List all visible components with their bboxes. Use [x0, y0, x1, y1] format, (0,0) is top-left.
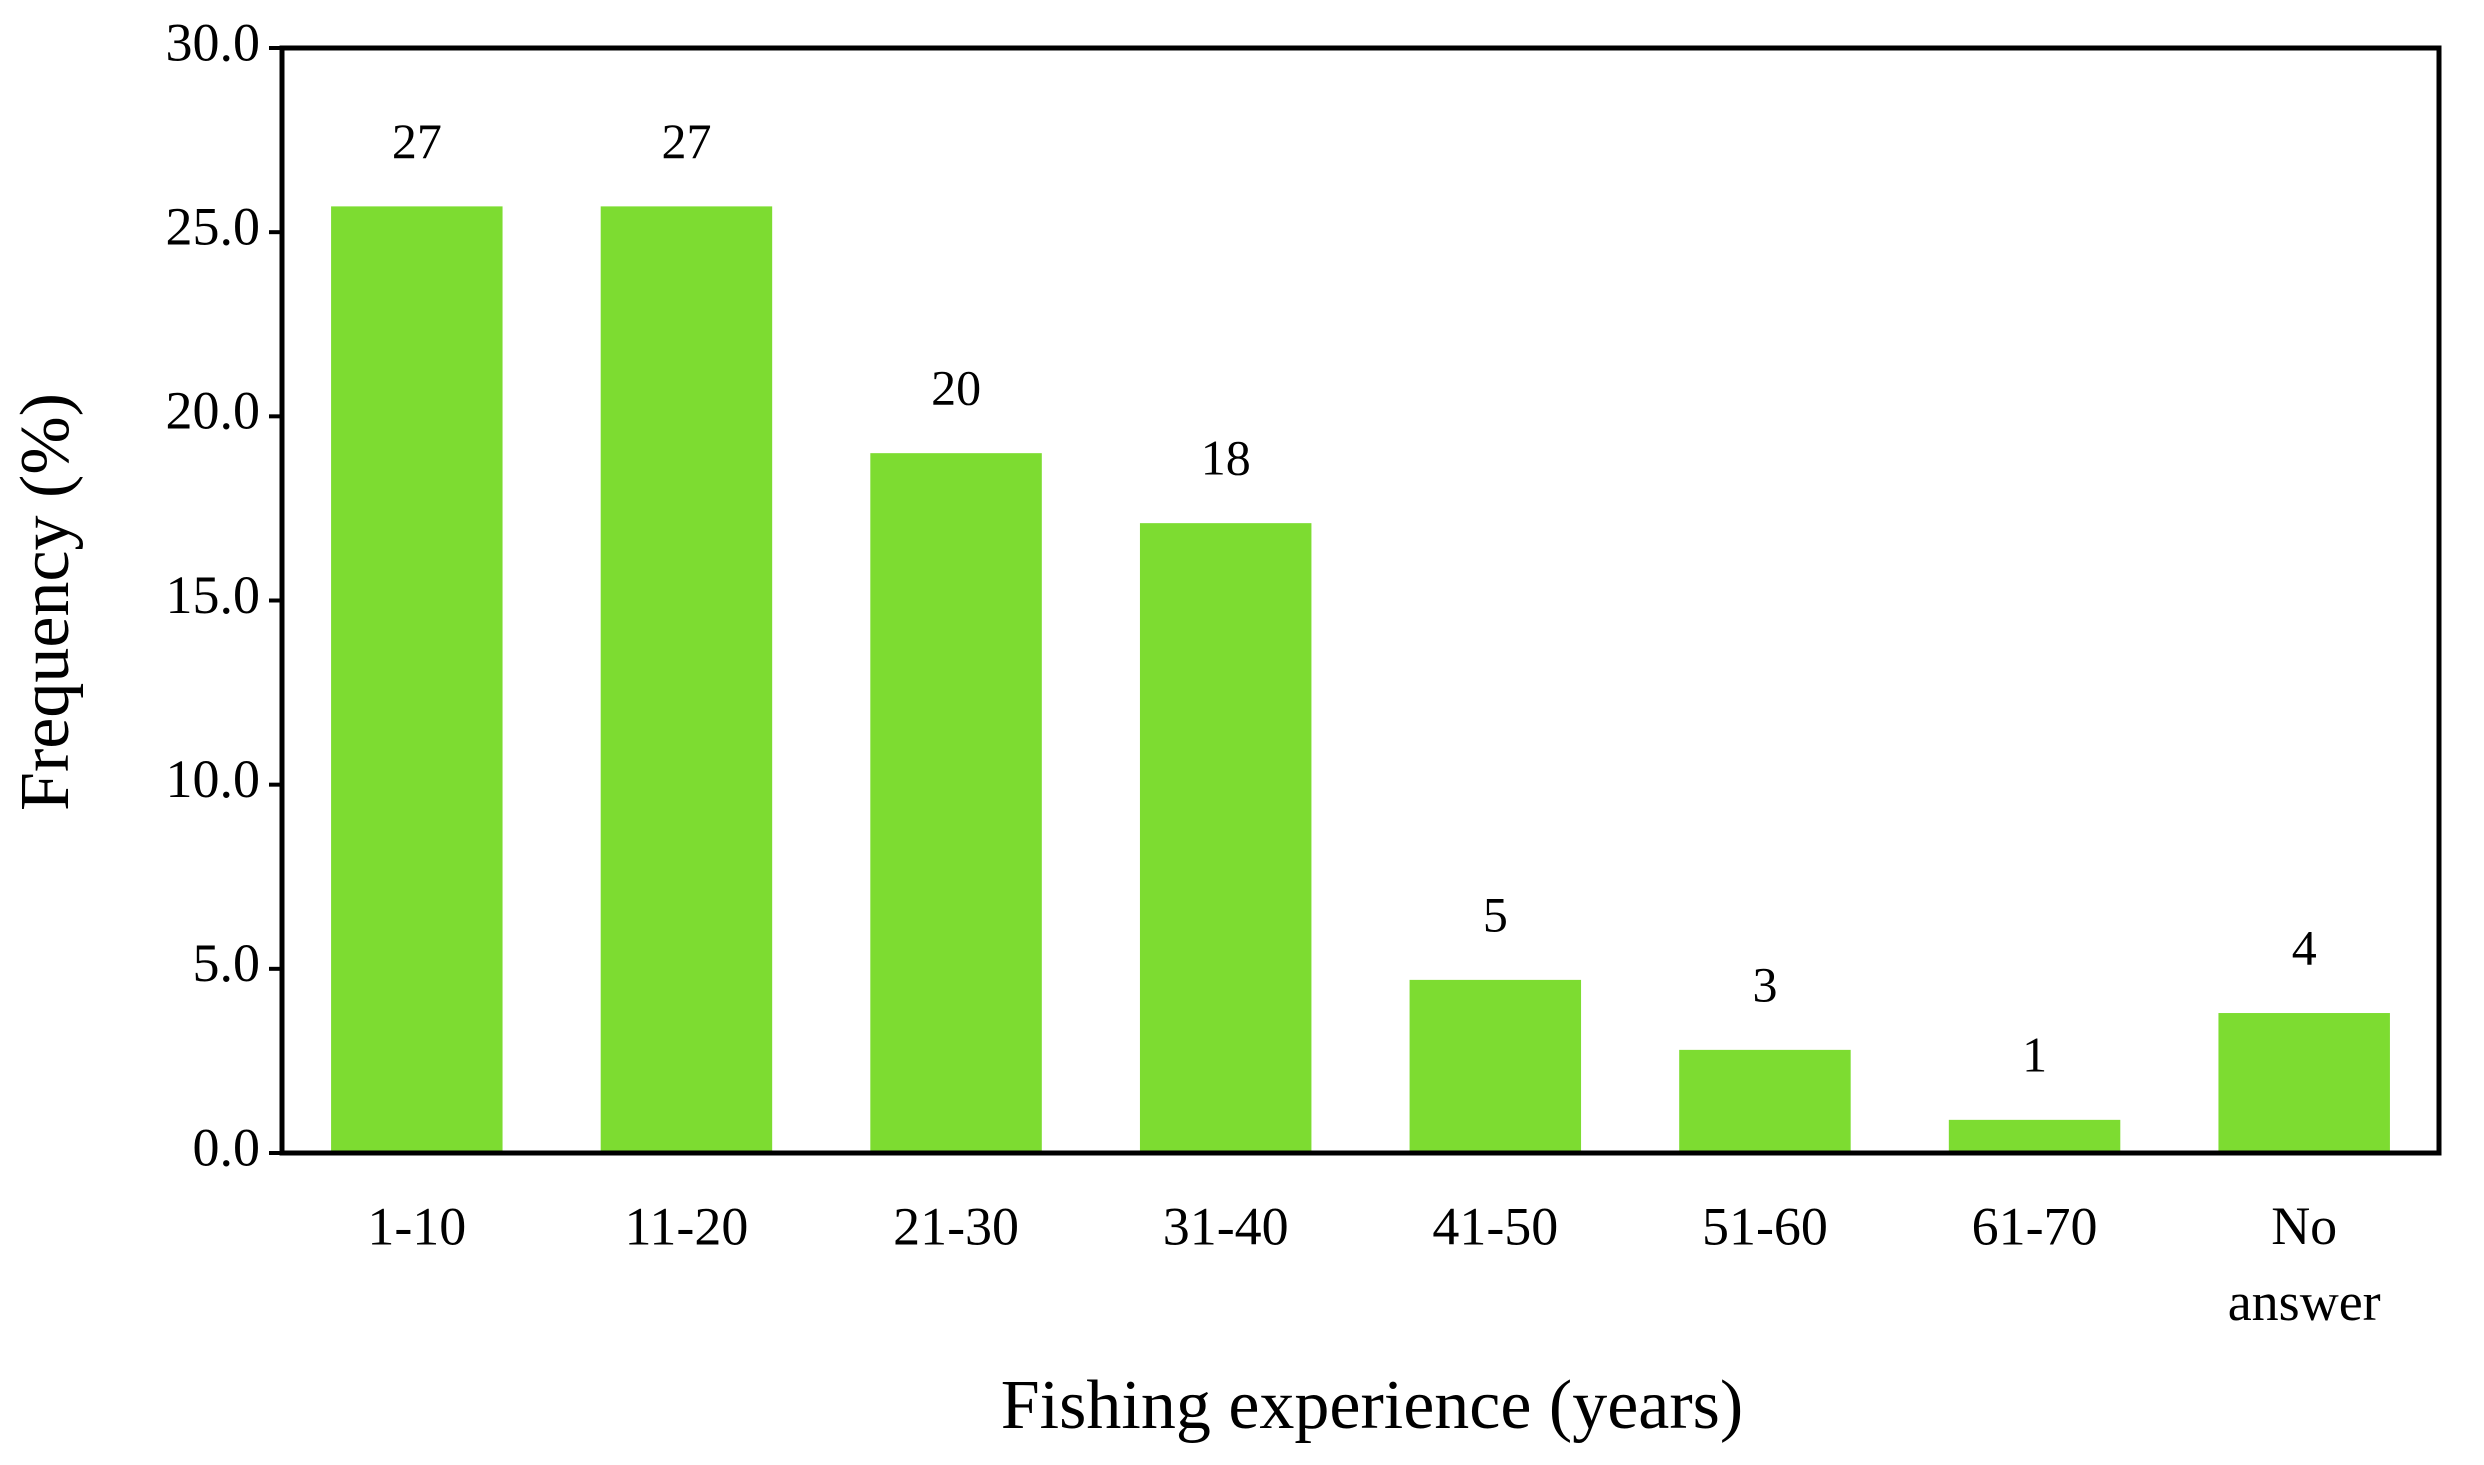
- y-tick-label: 5.0: [193, 933, 261, 993]
- bar: [600, 206, 773, 1154]
- bar: [2218, 1013, 2390, 1153]
- x-tick-label: 1-10: [367, 1196, 466, 1256]
- count-label: 5: [1483, 886, 1508, 942]
- bar: [1679, 1049, 1851, 1153]
- count-label: 3: [1752, 956, 1777, 1012]
- count-label: 18: [1201, 430, 1251, 486]
- count-label: 20: [931, 360, 981, 416]
- bar: [1139, 523, 1312, 1153]
- y-tick-label: 15.0: [166, 565, 261, 625]
- y-tick-label: 20.0: [166, 381, 261, 441]
- bar: [870, 453, 1042, 1154]
- x-tick-label: 41-50: [1432, 1196, 1558, 1256]
- plot-frame: [279, 45, 2442, 1156]
- y-axis-title: Frequency (%): [7, 393, 84, 811]
- bar: [331, 206, 503, 1154]
- y-tick-label: 30.0: [166, 12, 261, 72]
- x-tick-label: 21-30: [893, 1196, 1019, 1256]
- x-tick-label: No answer: [2228, 1196, 2381, 1332]
- count-label: 27: [661, 113, 711, 169]
- y-tick-label: 10.0: [166, 749, 261, 809]
- count-label: 1: [2022, 1026, 2047, 1082]
- x-tick-label: 51-60: [1702, 1196, 1828, 1256]
- x-tick-label: 61-70: [1972, 1196, 2098, 1256]
- count-label: 27: [392, 113, 442, 169]
- bar: [1948, 1119, 2121, 1153]
- y-tick-label: 25.0: [166, 197, 261, 257]
- x-tick-label: 11-20: [624, 1196, 748, 1256]
- count-label: 4: [2292, 920, 2317, 976]
- x-tick-label: 31-40: [1163, 1196, 1289, 1256]
- y-tick-label: 0.0: [193, 1117, 261, 1177]
- bar: [1409, 979, 1582, 1153]
- x-axis-title: Fishing experience (years): [1001, 1367, 1744, 1444]
